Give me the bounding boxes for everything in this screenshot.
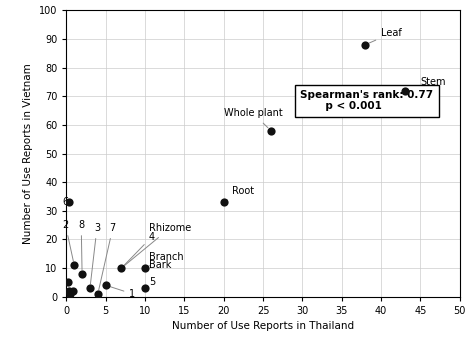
Text: 3: 3: [91, 223, 100, 284]
Point: [71, 263, 78, 268]
Point: [118, 265, 125, 271]
Text: Bark: Bark: [145, 260, 172, 270]
Point: [78, 271, 86, 277]
Text: 8: 8: [78, 220, 84, 270]
Text: Whole plant: Whole plant: [224, 108, 283, 128]
Point: [141, 265, 149, 271]
Point: [94, 291, 101, 297]
Text: Root: Root: [228, 186, 254, 200]
Point: [66, 291, 74, 297]
Point: [65, 199, 73, 205]
Point: [64, 279, 72, 285]
Point: [362, 42, 369, 48]
Text: Branch: Branch: [149, 252, 183, 266]
Text: Spearman's rank: 0.77
       p < 0.001: Spearman's rank: 0.77 p < 0.001: [301, 90, 434, 111]
Point: [141, 285, 149, 291]
Text: Leaf: Leaf: [369, 28, 402, 43]
Point: [102, 283, 109, 288]
Text: 4: 4: [124, 231, 155, 265]
Text: 6: 6: [63, 197, 69, 207]
X-axis label: Number of Use Reports in Thailand: Number of Use Reports in Thailand: [172, 321, 354, 331]
Point: [86, 285, 94, 291]
Point: [401, 88, 409, 93]
Text: 1: 1: [109, 287, 136, 299]
Text: Stem: Stem: [409, 77, 446, 89]
Text: 5: 5: [145, 277, 155, 288]
Text: Rhizome: Rhizome: [125, 223, 191, 265]
Point: [69, 288, 76, 294]
Text: 2: 2: [63, 220, 73, 261]
Y-axis label: Number of Use Reports in Vietnam: Number of Use Reports in Vietnam: [23, 63, 33, 244]
Point: [220, 199, 228, 205]
Point: [65, 288, 73, 294]
Text: 7: 7: [99, 223, 116, 290]
Point: [267, 128, 275, 134]
